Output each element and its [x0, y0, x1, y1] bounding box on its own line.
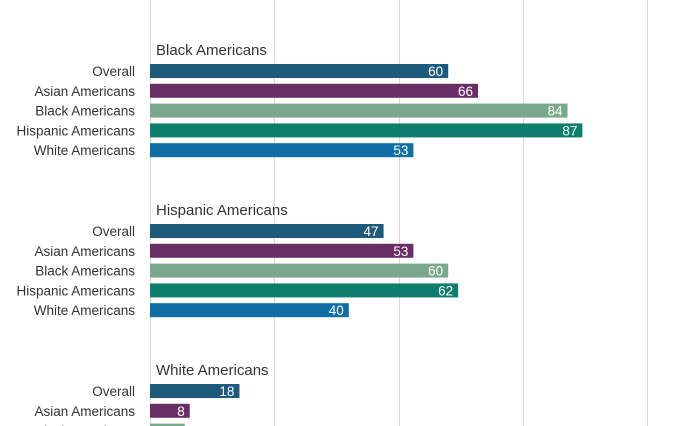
bar-value-label: 84	[547, 104, 563, 119]
category-label: Asian Americans	[34, 244, 135, 259]
bar-value-label: 53	[393, 244, 408, 259]
category-label: Asian Americans	[34, 84, 135, 99]
category-label: White Americans	[34, 143, 136, 158]
bar-value-label: 66	[458, 84, 473, 99]
bar	[150, 83, 479, 98]
bar-value-label: 53	[393, 143, 408, 158]
bar-value-label: 62	[438, 283, 453, 298]
bar	[150, 403, 190, 418]
bar-layer	[150, 64, 583, 426]
category-label: Hispanic Americans	[16, 123, 135, 138]
label-layer: Black Americans Overall 60 Asian Americans 6…	[16, 42, 577, 426]
bar	[150, 303, 349, 318]
bar	[150, 243, 414, 258]
bar	[150, 224, 384, 238]
category-label: Overall	[92, 224, 135, 239]
group-title: Black Americans	[156, 42, 267, 59]
category-label: Black Americans	[35, 264, 135, 279]
category-label: Overall	[92, 64, 135, 79]
bar	[150, 64, 449, 78]
bar-value-label: 60	[428, 264, 443, 279]
bar-value-label: 60	[428, 64, 443, 79]
category-label: Hispanic Americans	[16, 283, 135, 298]
category-label: Asian Americans	[34, 404, 135, 419]
bar	[150, 103, 568, 118]
bar-value-label: 7	[172, 424, 180, 426]
bar	[150, 384, 240, 398]
category-label: Black Americans	[35, 104, 135, 119]
bar-value-label: 8	[177, 404, 185, 419]
bar-value-label: 47	[364, 224, 379, 239]
bar	[150, 123, 583, 138]
category-label: Black Americans	[35, 424, 135, 426]
bar-value-label: 87	[562, 123, 577, 138]
category-label: Overall	[92, 384, 135, 399]
bar	[150, 143, 414, 158]
bar-value-label: 18	[219, 384, 234, 399]
group-title: Hispanic Americans	[156, 202, 288, 219]
group-title: White Americans	[156, 362, 269, 379]
category-label: White Americans	[34, 303, 136, 318]
bar	[150, 263, 449, 278]
bar	[150, 423, 185, 426]
bar	[150, 283, 459, 298]
bar-value-label: 40	[329, 303, 344, 318]
